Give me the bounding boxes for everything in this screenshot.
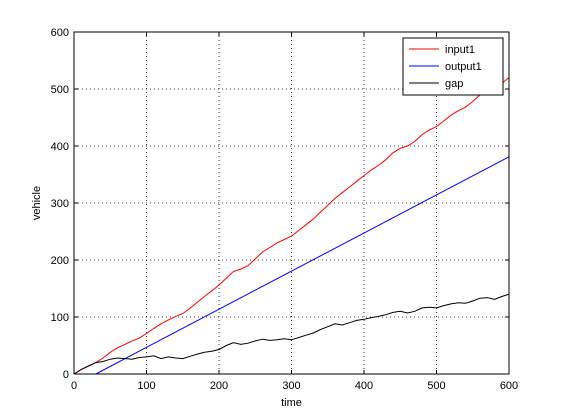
legend-label-output1: output1 xyxy=(445,61,482,73)
x-tick-labels: 0 100 200 300 400 500 600 xyxy=(71,380,518,392)
series-line-output1 xyxy=(95,156,510,375)
legend-label-input1: input1 xyxy=(445,44,475,56)
x-tick-label: 600 xyxy=(500,380,518,392)
x-tick-label: 300 xyxy=(282,380,300,392)
axis-ticks xyxy=(73,31,510,375)
x-tick-label: 0 xyxy=(71,380,77,392)
series-layer xyxy=(73,77,510,375)
y-axis-label: vehicle xyxy=(31,186,43,220)
y-tick-label: 600 xyxy=(51,27,69,39)
y-tick-label: 400 xyxy=(51,141,69,153)
y-tick-label: 500 xyxy=(51,84,69,96)
y-tick-label: 200 xyxy=(51,255,69,267)
x-tick-label: 500 xyxy=(427,380,445,392)
series-line-input1 xyxy=(73,77,510,375)
x-tick-label: 400 xyxy=(355,380,373,392)
legend-label-gap: gap xyxy=(445,78,463,90)
y-tick-label: 0 xyxy=(63,369,69,381)
series-line-gap xyxy=(73,293,510,375)
x-tick-label: 200 xyxy=(210,380,228,392)
y-tick-label: 300 xyxy=(51,198,69,210)
x-axis-label: time xyxy=(281,397,302,409)
y-tick-label: 100 xyxy=(51,312,69,324)
y-tick-labels: 0 100 200 300 400 500 600 xyxy=(51,27,69,381)
x-tick-label: 100 xyxy=(137,380,155,392)
legend: input1 output1 gap xyxy=(402,37,504,96)
